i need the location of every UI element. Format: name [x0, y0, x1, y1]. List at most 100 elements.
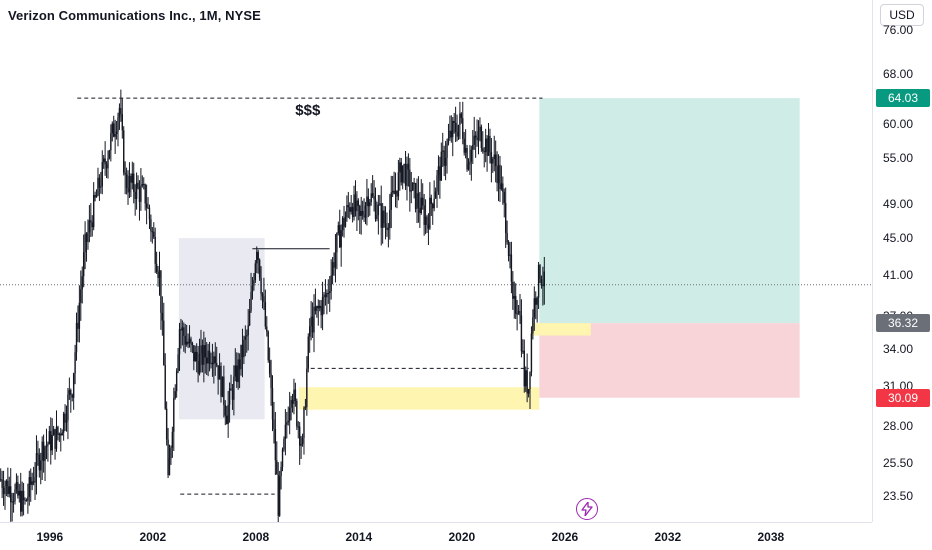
loss-zone [539, 323, 800, 398]
candle [57, 425, 59, 441]
candle [306, 356, 308, 416]
candle [452, 116, 454, 157]
candle [417, 176, 420, 223]
candle [2, 470, 5, 506]
candle [226, 405, 228, 425]
candle [379, 195, 381, 206]
candle [377, 194, 380, 235]
candle [65, 405, 68, 432]
bolt-icon[interactable] [576, 498, 598, 520]
candle [195, 343, 198, 373]
candle [422, 183, 424, 210]
candle [515, 283, 517, 320]
candle [290, 395, 292, 421]
candle [540, 275, 543, 289]
candle [105, 161, 108, 179]
candle [339, 209, 341, 248]
price-tick-label: 60.00 [883, 116, 914, 131]
candle [459, 101, 461, 140]
candle [523, 339, 525, 393]
candle [75, 312, 78, 361]
candle [44, 445, 46, 482]
candle [28, 470, 31, 506]
candle [211, 343, 214, 377]
candle [111, 121, 113, 142]
candle [114, 119, 116, 154]
candle [366, 179, 368, 226]
candle [98, 174, 101, 201]
candle [493, 135, 495, 172]
candle [72, 372, 75, 410]
candle [367, 188, 370, 218]
candle [321, 281, 324, 331]
candle [288, 391, 291, 435]
candle [532, 309, 534, 340]
chart-area[interactable]: Verizon Communications Inc., 1M, NYSE $$… [0, 0, 872, 522]
candle [363, 198, 365, 223]
candle [104, 141, 106, 176]
candle [291, 393, 294, 413]
candle [343, 205, 345, 238]
candle [516, 299, 518, 331]
price-tick-label: 45.00 [883, 231, 914, 246]
candle [123, 126, 125, 176]
chart-canvas[interactable] [0, 0, 872, 522]
candle [155, 251, 158, 274]
candle [170, 445, 172, 465]
resistance-annotation[interactable]: $$$ [295, 102, 321, 120]
candle [113, 115, 115, 138]
candle [60, 427, 62, 452]
candle [456, 114, 458, 142]
candle [110, 124, 112, 162]
candle [35, 435, 38, 495]
candle [234, 348, 237, 382]
candle [494, 140, 497, 183]
candle [277, 462, 279, 522]
candle [280, 461, 282, 490]
candle [130, 173, 132, 198]
candle [487, 122, 490, 156]
candle [41, 436, 43, 480]
candle [94, 191, 96, 202]
profit-zone [539, 98, 800, 324]
candle [37, 440, 39, 466]
candle [246, 329, 248, 353]
candle [454, 106, 457, 142]
candle [409, 157, 411, 212]
candle [401, 165, 404, 190]
candle [198, 338, 201, 376]
time-axis[interactable]: 1996 2002 2008 2014 2020 2026 2032 2038 [0, 522, 872, 550]
candle [148, 204, 151, 230]
candle [82, 234, 85, 288]
candle [535, 291, 537, 320]
candle [244, 325, 247, 357]
candle [542, 266, 544, 306]
price-tick-label: 68.00 [883, 67, 914, 82]
candle [304, 398, 307, 411]
candle [230, 374, 232, 391]
candle [320, 300, 322, 329]
candle [188, 325, 191, 348]
candle [383, 205, 385, 228]
candle [108, 149, 111, 160]
candle [34, 462, 36, 501]
candle [153, 222, 155, 240]
candle [201, 339, 204, 373]
candle [256, 246, 258, 274]
candle [191, 341, 194, 354]
candle [543, 256, 546, 305]
candle [157, 265, 159, 287]
candle [4, 480, 6, 510]
currency-button[interactable]: USD [880, 4, 924, 26]
price-axis[interactable]: USD 76.00 68.00 60.00 55.00 49.00 45.00 41.00 3… [872, 0, 932, 522]
candle [443, 145, 445, 177]
candle [253, 272, 255, 291]
candle [350, 194, 352, 215]
candle [341, 216, 344, 237]
candle [135, 172, 138, 210]
candle [144, 183, 146, 211]
candle [336, 232, 338, 270]
candle [85, 232, 88, 262]
candle [38, 448, 41, 478]
candle [20, 472, 22, 517]
